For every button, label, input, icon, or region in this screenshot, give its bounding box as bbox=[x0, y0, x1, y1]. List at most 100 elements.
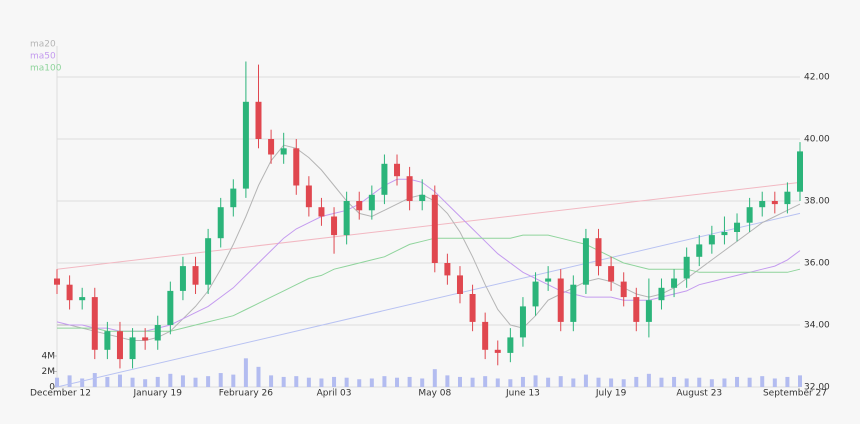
volume-bar bbox=[105, 376, 110, 387]
candle-body bbox=[645, 300, 652, 322]
y-tick-label: 34.00 bbox=[804, 321, 830, 331]
candle-body bbox=[217, 207, 224, 239]
candle-body bbox=[570, 284, 577, 322]
volume-bar bbox=[760, 376, 765, 387]
volume-bar bbox=[243, 358, 248, 387]
candle-body bbox=[608, 266, 615, 282]
candle-body bbox=[532, 281, 539, 307]
candle-body bbox=[255, 101, 262, 139]
candle-body bbox=[381, 163, 388, 195]
candle-body bbox=[280, 148, 287, 155]
volume-bar bbox=[684, 378, 689, 387]
volume-bar bbox=[634, 376, 639, 387]
volume-tick-label: 0 bbox=[49, 383, 55, 393]
candle-body bbox=[205, 238, 212, 285]
volume-bar bbox=[533, 375, 538, 387]
y-tick-label: 36.00 bbox=[804, 259, 830, 269]
candle-body bbox=[519, 306, 526, 338]
volume-bar bbox=[483, 376, 488, 387]
volume-bar bbox=[155, 376, 160, 387]
volume-bar bbox=[67, 375, 72, 387]
candle-body bbox=[620, 281, 627, 298]
candle-body bbox=[557, 278, 564, 322]
y-tick-label: 40.00 bbox=[804, 135, 830, 145]
volume-bar bbox=[785, 376, 790, 387]
candle-body bbox=[116, 331, 123, 360]
x-tick-label: August 23 bbox=[676, 389, 722, 399]
candle-body bbox=[633, 297, 640, 322]
y-tick-label: 32.00 bbox=[804, 383, 830, 393]
candle-body bbox=[192, 266, 199, 285]
volume-bar bbox=[369, 378, 374, 387]
volume-bar bbox=[571, 378, 576, 387]
volume-bar bbox=[117, 374, 122, 387]
volume-bar bbox=[80, 378, 85, 387]
volume-bar bbox=[520, 376, 525, 387]
candle-body bbox=[230, 188, 237, 208]
candle-body bbox=[746, 207, 753, 223]
volume-bar bbox=[722, 378, 727, 387]
volume-bar bbox=[558, 376, 563, 387]
candle-body bbox=[784, 191, 791, 205]
volume-bar bbox=[495, 378, 500, 387]
trend-line bbox=[56, 181, 801, 270]
y-tick-label: 42.00 bbox=[804, 73, 830, 83]
x-tick-label: June 13 bbox=[505, 389, 540, 399]
candle-body bbox=[444, 263, 451, 276]
volume-bar bbox=[382, 376, 387, 387]
volume-bar bbox=[294, 376, 299, 387]
y-tick-label: 38.00 bbox=[804, 197, 830, 207]
volume-bar bbox=[130, 377, 135, 387]
candle-body bbox=[343, 201, 350, 236]
candle-body bbox=[54, 278, 60, 285]
candle-body bbox=[469, 294, 476, 322]
volume-bar bbox=[269, 375, 274, 387]
x-tick-label: July 19 bbox=[595, 389, 627, 399]
candle-body bbox=[356, 201, 363, 211]
volume-tick-label: 2M bbox=[42, 367, 56, 377]
candle-body bbox=[582, 238, 589, 285]
ma-line bbox=[56, 178, 801, 332]
x-tick-label: September 27 bbox=[763, 389, 827, 399]
volume-bar bbox=[55, 377, 59, 387]
candle-body bbox=[104, 331, 111, 350]
volume-bar bbox=[432, 369, 437, 387]
volume-bar bbox=[420, 378, 425, 387]
trend-line bbox=[56, 212, 801, 388]
x-tick-label: January 19 bbox=[133, 389, 183, 399]
candle-body bbox=[268, 139, 275, 155]
volume-bar bbox=[798, 375, 802, 387]
volume-bar bbox=[747, 377, 752, 387]
candle-body bbox=[671, 278, 678, 288]
candle-body bbox=[771, 201, 778, 205]
candle-body bbox=[456, 275, 463, 294]
candle-body bbox=[683, 256, 690, 279]
volume-bar bbox=[92, 373, 97, 387]
candle-body bbox=[154, 325, 161, 341]
volume-bar bbox=[457, 376, 462, 387]
x-tick-label: April 03 bbox=[317, 389, 352, 399]
candle-body bbox=[545, 278, 552, 282]
candle-body bbox=[721, 232, 728, 236]
candle-body bbox=[331, 216, 338, 236]
volume-bar bbox=[596, 377, 601, 387]
candle-body bbox=[91, 297, 98, 350]
candle-body bbox=[696, 244, 703, 257]
volume-bar bbox=[621, 379, 626, 387]
candle-body bbox=[179, 266, 186, 291]
volume-bar bbox=[470, 377, 475, 387]
volume-bar bbox=[735, 376, 740, 387]
legend-label: ma50 bbox=[30, 52, 56, 62]
legend-label: ma20 bbox=[30, 40, 56, 50]
candle-body bbox=[708, 235, 715, 245]
candle-body bbox=[142, 337, 149, 341]
volume-bar bbox=[357, 379, 362, 387]
candle-body bbox=[167, 290, 174, 325]
candle-body bbox=[79, 297, 86, 301]
candle-body bbox=[293, 148, 300, 186]
volume-bar bbox=[395, 377, 400, 387]
volume-bar bbox=[206, 376, 211, 387]
candle-body bbox=[482, 321, 489, 350]
candle-body bbox=[494, 349, 501, 353]
